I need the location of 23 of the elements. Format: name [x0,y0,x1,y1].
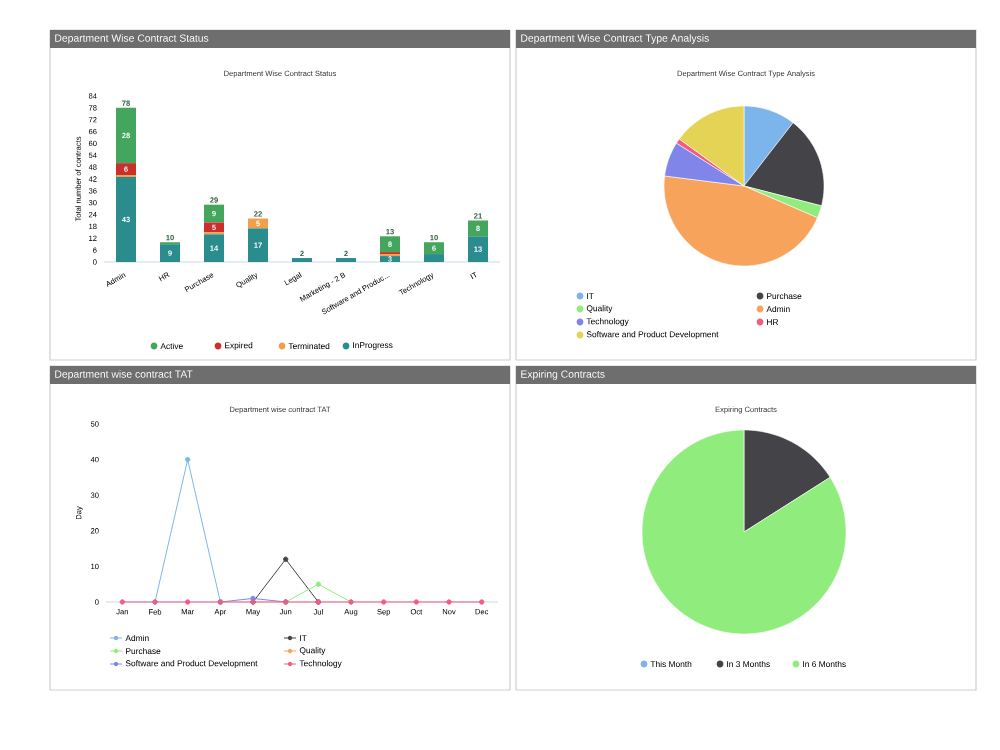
bar [379,236,400,253]
bar [204,222,224,233]
bar [204,204,224,223]
bar [116,177,137,262]
point [380,599,387,605]
point [413,599,420,605]
bar [467,220,488,237]
point [315,581,322,587]
bar [423,242,444,255]
point [282,556,289,562]
point [184,456,191,463]
bar [116,107,137,164]
bar [160,244,181,262]
bar [248,228,268,262]
bar [423,254,444,262]
bar [379,256,400,262]
bar [204,234,224,262]
point [478,599,485,605]
point [446,599,452,605]
bar [467,236,488,262]
point [184,599,191,605]
bar [116,163,137,176]
point [119,599,126,605]
